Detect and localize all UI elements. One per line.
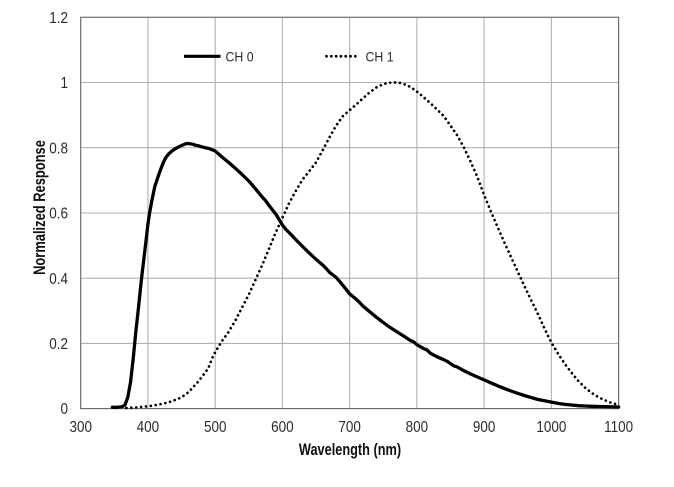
svg-text:0.8: 0.8 — [49, 140, 68, 157]
svg-text:1.2: 1.2 — [49, 10, 68, 27]
svg-text:1100: 1100 — [604, 419, 633, 436]
svg-text:1: 1 — [61, 75, 68, 92]
svg-text:0.4: 0.4 — [49, 271, 68, 288]
svg-text:600: 600 — [271, 419, 293, 436]
svg-text:CH 0: CH 0 — [226, 49, 254, 65]
svg-text:300: 300 — [69, 419, 91, 436]
svg-text:CH 1: CH 1 — [366, 49, 394, 65]
svg-text:0.6: 0.6 — [49, 206, 68, 223]
svg-text:900: 900 — [473, 419, 495, 436]
svg-text:800: 800 — [406, 419, 428, 436]
svg-text:0.2: 0.2 — [49, 336, 68, 353]
svg-text:400: 400 — [137, 419, 159, 436]
svg-text:0: 0 — [61, 401, 68, 418]
svg-text:Normalized Response: Normalized Response — [30, 140, 49, 275]
svg-text:Wavelength (nm): Wavelength (nm) — [299, 440, 401, 459]
svg-text:700: 700 — [338, 419, 360, 436]
svg-text:1000: 1000 — [536, 419, 566, 436]
svg-text:500: 500 — [204, 419, 226, 436]
